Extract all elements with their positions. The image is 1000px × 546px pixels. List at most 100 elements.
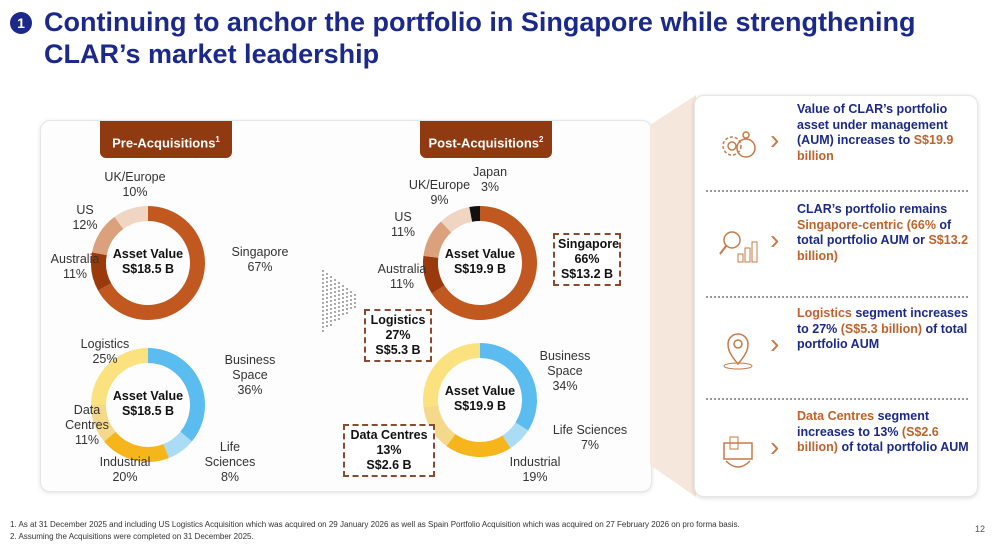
chart-label-logistics: Logistics 27% S$5.3 B — [364, 309, 432, 362]
label-line: 34% — [552, 379, 578, 393]
arrow-dot — [326, 281, 328, 283]
arrow-dot — [342, 301, 344, 303]
highlight-phrase: segment increases to 27% — [797, 306, 968, 336]
arrow-dot — [342, 309, 344, 311]
arrow-dot — [322, 322, 324, 324]
arrow-dot — [346, 312, 348, 314]
highlight-emphasis: Singapore-centric (66% — [797, 217, 940, 232]
label-line: Business — [539, 349, 591, 363]
label-line: Australia — [377, 262, 427, 276]
donut-slice-australia — [423, 255, 445, 294]
location-pin-icon — [723, 333, 753, 370]
chevron-right-icon: › — [770, 224, 780, 255]
divider — [706, 190, 968, 192]
label-line: Centres — [65, 418, 109, 432]
label-line: US — [76, 203, 94, 217]
arrow-dot — [334, 291, 336, 293]
gear-money-icon — [722, 131, 756, 158]
arrow-dot — [338, 310, 340, 312]
donut-slice-industrial — [446, 433, 511, 457]
donut-slice-life-sciences — [502, 422, 529, 449]
arrow-dot — [322, 310, 324, 312]
label-line: Business — [224, 353, 276, 367]
center-label-line: S$18.5 B — [121, 262, 175, 276]
highlight-phrase: of total portfolio AUM — [797, 321, 968, 352]
arrow-dot — [322, 314, 324, 316]
arrow-dot — [330, 316, 332, 318]
chart-label-singapore: Singapore 67% — [225, 245, 295, 275]
arrow-dot — [326, 273, 328, 275]
pre-label: Pre-Acquisitions — [112, 135, 216, 151]
label-line: Logistics — [80, 337, 130, 351]
donut-slice-australia — [91, 252, 112, 291]
highlight-emphasis: Data Centres — [797, 409, 875, 423]
chart-label-uk-europe: UK/Europe 9% — [402, 178, 477, 208]
arrow-dot — [330, 284, 332, 286]
donut-center-label: Asset Value S$19.9 B — [438, 384, 522, 414]
arrow-dot — [334, 319, 336, 321]
label-line: 11% — [389, 277, 415, 291]
panel-connector — [650, 95, 696, 497]
arrow-dot — [330, 312, 332, 314]
arrow-dot — [322, 306, 324, 308]
arrow-dot — [346, 292, 348, 294]
arrow-dot — [330, 308, 332, 310]
post-label: Post-Acquisitions — [428, 135, 540, 151]
divider — [706, 296, 968, 298]
chart-label-us: US 12% — [60, 203, 110, 233]
arrow-dot — [334, 303, 336, 305]
label-line: UK/Europe — [408, 178, 471, 192]
label-line: Life Sciences — [552, 423, 628, 437]
chart-label-industrial: Industrial 20% — [90, 455, 160, 485]
highlight-item: › Value of CLAR’s portfolio asset under m… — [700, 98, 970, 194]
chart-label-life-sciences: Life Sciences 7% — [545, 423, 635, 453]
highlight-emphasis: (S$5.3 billion) — [840, 321, 923, 336]
chevron-right-icon: › — [770, 124, 780, 155]
arrow-dot — [326, 325, 328, 327]
highlight-phrase: CLAR’s portfolio remains — [797, 202, 948, 216]
label-line: Space — [232, 368, 268, 382]
label-line: 13% — [376, 443, 402, 457]
highlight-emphasis: S$19.9 billion — [797, 133, 954, 163]
label-line: 27% — [385, 328, 411, 342]
label-line: UK/Europe — [104, 170, 166, 184]
arrow-dot — [346, 300, 348, 302]
arrow-dot — [338, 298, 340, 300]
label-line: 67% — [247, 260, 273, 274]
arrow-dot — [334, 283, 336, 285]
donut-slice-life-sciences — [163, 431, 192, 458]
arrow-dot — [342, 289, 344, 291]
highlight-emphasis: S$13.2 billion) — [797, 233, 969, 263]
arrow-dot — [330, 276, 332, 278]
label-line: S$2.6 B — [366, 458, 412, 472]
arrow-dot — [326, 277, 328, 279]
donut-slice-japan — [469, 206, 480, 222]
arrow-dot — [354, 298, 356, 300]
label-line: 20% — [112, 470, 138, 484]
arrow-dot — [330, 320, 332, 322]
label-line: Data — [73, 403, 101, 417]
arrow-dot — [330, 296, 332, 298]
center-label-line: Asset Value — [444, 384, 516, 398]
chevron-right-icon: › — [770, 328, 780, 359]
magnifier-chart-icon — [719, 231, 758, 263]
donut-slice-data-centres — [91, 405, 116, 442]
highlight-text: CLAR’s portfolio remains Singapore-centr… — [797, 202, 969, 264]
donut-slice-uk-europe — [114, 206, 148, 230]
arrow-dot — [338, 318, 340, 320]
arrow-dot — [334, 287, 336, 289]
pre-footnote-ref: 1 — [215, 135, 220, 144]
chart-label-singapore: Singapore 66% S$13.2 B — [553, 233, 621, 286]
chart-label-life-sciences: Life Sciences 8% — [190, 440, 270, 485]
section-number-badge: 1 — [10, 12, 32, 34]
arrow-dot — [338, 286, 340, 288]
highlight-phrase: segment increases to 13% — [797, 409, 930, 439]
label-line: 11% — [62, 267, 88, 281]
label-line: Space — [547, 364, 583, 378]
highlight-item: › Logistics segment increases to 27% (S$5… — [700, 302, 970, 398]
arrow-dot — [322, 286, 324, 288]
highlight-emphasis: (S$2.6 billion) — [797, 424, 939, 455]
center-label-line: S$18.5 B — [121, 404, 175, 418]
divider — [706, 398, 968, 400]
highlight-item: › Data Centres segment increases to 13% (… — [700, 405, 970, 501]
